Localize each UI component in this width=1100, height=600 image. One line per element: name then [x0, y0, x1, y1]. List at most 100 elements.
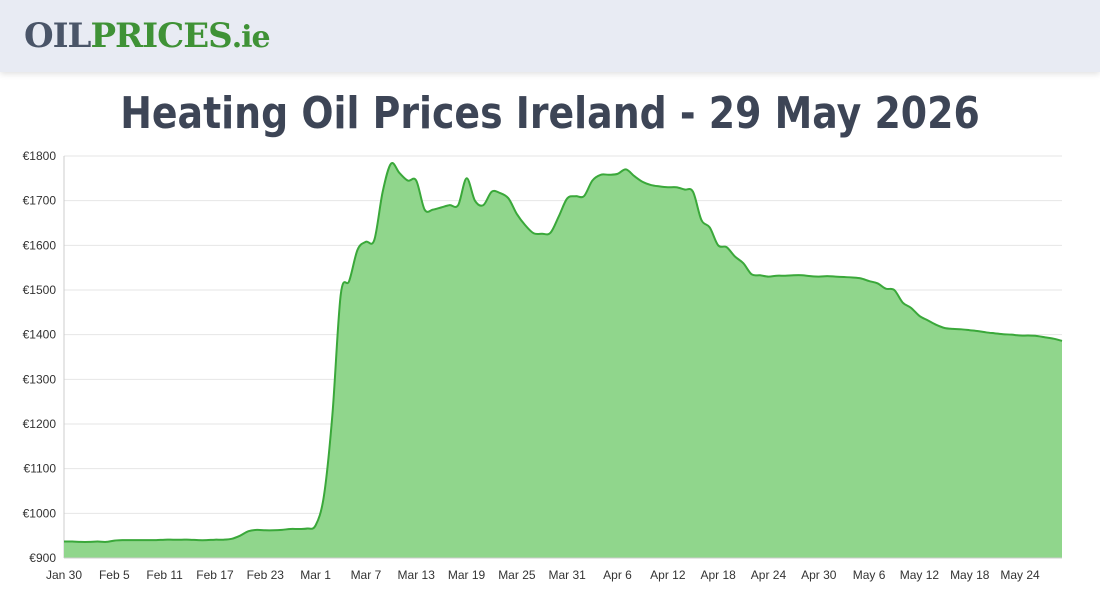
data-point: [868, 280, 870, 282]
data-point: [1027, 335, 1029, 337]
data-point: [407, 180, 409, 182]
data-point: [214, 539, 216, 541]
data-point: [398, 172, 400, 174]
data-point: [180, 539, 182, 541]
series-line: [63, 161, 1063, 543]
data-point: [776, 275, 778, 277]
data-point: [910, 307, 912, 309]
data-point: [826, 275, 828, 277]
y-tick-label: €1500: [23, 283, 57, 297]
data-point: [432, 209, 434, 211]
data-point: [1061, 340, 1063, 342]
data-point: [466, 177, 468, 179]
data-point: [642, 181, 644, 183]
data-point: [583, 195, 585, 197]
data-point: [231, 538, 233, 540]
data-point: [222, 539, 224, 541]
data-point: [994, 332, 996, 334]
x-tick-label: Mar 31: [549, 568, 587, 582]
x-tick-label: Feb 17: [196, 568, 234, 582]
data-point: [415, 180, 417, 182]
data-point: [189, 539, 191, 541]
data-point: [952, 328, 954, 330]
data-point: [809, 275, 811, 277]
data-point: [306, 528, 308, 530]
data-point: [784, 275, 786, 277]
data-point: [331, 414, 333, 416]
data-point: [172, 539, 174, 541]
logo-text-oil: OIL: [24, 16, 91, 56]
x-tick-label: Apr 12: [650, 568, 686, 582]
data-point: [960, 328, 962, 330]
data-point: [273, 529, 275, 531]
x-tick-label: May 18: [950, 568, 990, 582]
y-tick-label: €1300: [23, 372, 57, 386]
series-area: [64, 162, 1062, 558]
x-tick-label: Jan 30: [46, 568, 82, 582]
data-point: [256, 529, 258, 531]
data-point: [390, 163, 392, 165]
y-tick-label: €1000: [23, 506, 57, 520]
data-point: [885, 288, 887, 290]
data-point: [113, 540, 115, 542]
data-point: [818, 276, 820, 278]
data-point: [105, 541, 107, 543]
data-point: [969, 329, 971, 331]
data-point: [902, 302, 904, 304]
data-point: [524, 224, 526, 226]
data-point: [340, 293, 342, 295]
data-point: [860, 277, 862, 279]
logo-text-prices: PRICES: [90, 16, 232, 56]
data-point: [1053, 338, 1055, 340]
data-point: [700, 219, 702, 221]
data-point: [289, 528, 291, 530]
data-point: [71, 540, 73, 542]
data-point: [264, 529, 266, 531]
data-point: [600, 174, 602, 176]
data-point: [516, 213, 518, 215]
site-logo[interactable]: OILPRICES.ie: [24, 14, 271, 60]
data-point: [566, 197, 568, 199]
data-point: [625, 168, 627, 170]
data-point: [155, 539, 157, 541]
data-point: [1019, 335, 1021, 337]
data-point: [709, 226, 711, 228]
data-point: [667, 186, 669, 188]
data-point: [474, 200, 476, 202]
data-point: [499, 192, 501, 194]
x-tick-label: May 6: [853, 568, 886, 582]
data-point: [684, 189, 686, 191]
x-tick-label: Mar 1: [300, 568, 331, 582]
x-tick-label: Feb 23: [247, 568, 285, 582]
data-point: [88, 541, 90, 543]
y-tick-label: €1800: [23, 149, 57, 163]
x-tick-label: Feb 11: [146, 568, 183, 582]
y-tick-label: €900: [29, 551, 56, 565]
data-point: [424, 209, 426, 211]
data-point: [944, 327, 946, 329]
data-point: [63, 540, 65, 542]
data-point: [633, 175, 635, 177]
x-tick-label: Apr 18: [700, 568, 736, 582]
data-point: [767, 276, 769, 278]
data-point: [298, 528, 300, 530]
data-point: [918, 315, 920, 317]
x-tick-label: Mar 19: [448, 568, 486, 582]
data-point: [893, 289, 895, 291]
site-header: OILPRICES.ie: [0, 0, 1100, 72]
data-point: [239, 535, 241, 537]
data-point: [876, 282, 878, 284]
data-point: [558, 215, 560, 217]
data-point: [248, 530, 250, 532]
x-tick-label: Mar 7: [351, 568, 382, 582]
data-point: [751, 273, 753, 275]
data-point: [801, 274, 803, 276]
x-tick-label: Feb 5: [99, 568, 130, 582]
data-point: [457, 204, 459, 206]
data-point: [315, 524, 317, 526]
y-tick-label: €1600: [23, 238, 57, 252]
x-tick-label: Mar 25: [498, 568, 536, 582]
data-point: [130, 539, 132, 541]
data-point: [608, 174, 610, 176]
